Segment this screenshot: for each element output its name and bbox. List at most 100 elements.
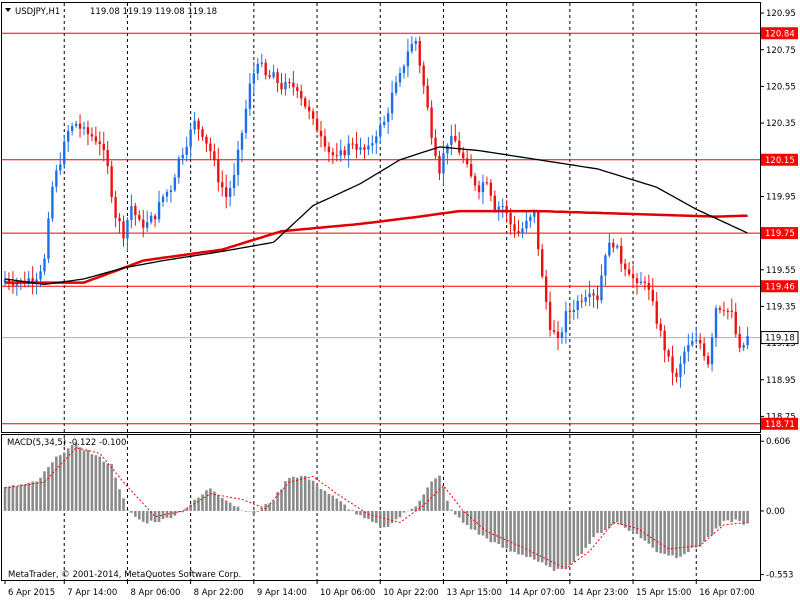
macd-histogram-bar xyxy=(418,500,422,511)
candle-body-bear xyxy=(663,330,666,351)
candle-body-bull xyxy=(402,66,406,73)
dropdown-triangle-icon[interactable] xyxy=(5,8,11,12)
candle-body-bull xyxy=(497,206,500,210)
macd-histogram-bar xyxy=(706,510,710,538)
time-axis: 6 Apr 2015 7 Apr 14:00 8 Apr 06:00 8 Apr 22… xyxy=(4,580,755,598)
macd-histogram-bar xyxy=(82,450,86,511)
macd-histogram-bar xyxy=(505,510,508,549)
candle-body-bear xyxy=(706,356,710,365)
macd-histogram-bar xyxy=(718,510,722,527)
macd-histogram-bar xyxy=(422,494,425,511)
macd-histogram-bar xyxy=(497,510,501,545)
candle-body-bear xyxy=(331,152,335,156)
candle-body-bear xyxy=(307,106,311,112)
candle-body-bear xyxy=(552,330,556,332)
candle-body-bull xyxy=(51,186,54,219)
candle-body-bear xyxy=(548,301,552,331)
candle-body-bull xyxy=(165,191,169,197)
candle-body-bull xyxy=(193,120,196,130)
candle-body-bear xyxy=(86,127,90,135)
macd-histogram-bar xyxy=(3,486,7,511)
candle-body-bear xyxy=(627,269,631,275)
macd-histogram-bar xyxy=(177,510,181,513)
macd-histogram-bar xyxy=(31,481,34,511)
macd-histogram-bar xyxy=(612,510,615,525)
macd-histogram-bar xyxy=(102,461,106,511)
macd-histogram-bar xyxy=(371,510,374,522)
macd-histogram-bar xyxy=(722,510,726,521)
candle-body-bull xyxy=(189,129,192,147)
time-label: 8 Apr 06:00 xyxy=(130,588,180,598)
candle-body-bull xyxy=(687,344,690,352)
macd-axis-label: 0.00 xyxy=(766,507,785,517)
macd-histogram-bar xyxy=(410,508,414,511)
candle-body-bear xyxy=(635,278,639,284)
candle-body-bear xyxy=(422,65,425,86)
candle-body-bull xyxy=(146,222,149,228)
current-price-tag-bg xyxy=(760,331,799,345)
macd-histogram-bar xyxy=(663,510,666,554)
macd-histogram-bar xyxy=(94,455,98,511)
macd-histogram-bar xyxy=(568,510,572,566)
macd-histogram-bar xyxy=(631,510,635,531)
macd-histogram-bar xyxy=(134,510,137,517)
macd-histogram-bar xyxy=(106,463,109,511)
level-tag-label: 120.84 xyxy=(765,29,795,39)
candle-body-bear xyxy=(114,197,117,218)
candle-body-bear xyxy=(78,123,82,129)
candle-body-bear xyxy=(327,146,331,153)
macd-histogram-bar xyxy=(580,510,583,555)
macd-histogram-bar xyxy=(185,508,188,511)
candle-body-bull xyxy=(181,154,184,159)
price-label: 120.35 xyxy=(766,119,796,129)
candle-body-bear xyxy=(493,195,496,210)
candle-body-bear xyxy=(292,82,295,88)
candle-body-bear xyxy=(580,300,583,302)
macd-histogram-bar xyxy=(576,510,580,556)
macd-histogram-bar xyxy=(201,494,204,511)
candle-body-bear xyxy=(335,155,338,157)
macd-histogram-bar xyxy=(627,510,631,531)
macd-histogram-bar xyxy=(615,510,619,523)
candle-body-bull xyxy=(616,245,619,248)
candle-body-bear xyxy=(718,308,722,310)
candle-body-bear xyxy=(426,85,429,108)
macd-histogram-bar xyxy=(193,499,196,511)
candle-body-bear xyxy=(351,143,354,145)
macd-histogram-bar xyxy=(639,510,643,539)
candle-body-bear xyxy=(209,143,212,152)
macd-histogram-bar xyxy=(70,444,74,511)
macd-histogram-bar xyxy=(141,510,145,522)
candle-body-bull xyxy=(39,271,42,280)
macd-histogram-bar xyxy=(319,489,323,511)
time-label: 9 Apr 14:00 xyxy=(257,588,307,598)
macd-histogram-bar xyxy=(7,486,11,511)
candle-body-bear xyxy=(509,212,512,225)
level-tag-bg xyxy=(761,280,798,293)
macd-histogram-bar xyxy=(738,510,741,522)
macd-histogram-bar xyxy=(288,477,291,511)
macd-histogram-bar xyxy=(394,510,398,520)
macd-histogram-bar xyxy=(90,454,94,511)
candle-body-bull xyxy=(481,182,485,193)
macd-histogram-bar xyxy=(714,510,718,529)
macd-histogram-bar xyxy=(544,510,548,566)
macd-histogram-bar xyxy=(446,500,449,511)
macd-histogram-bar xyxy=(493,510,497,543)
macd-histogram-bar xyxy=(426,487,429,511)
candle-body-bear xyxy=(213,151,216,160)
macd-histogram-bar xyxy=(351,510,354,511)
candle-body-bull xyxy=(27,278,30,284)
macd-axis-label: -0.553 xyxy=(766,571,793,581)
macd-histogram-bar xyxy=(742,510,745,525)
macd-axis-label: 0.606 xyxy=(766,437,790,447)
candle-body-bear xyxy=(142,219,145,228)
macd-histogram-bar xyxy=(252,510,256,515)
macd-histogram-bar xyxy=(118,489,121,511)
candle-body-bear xyxy=(118,217,121,222)
macd-histogram-bar xyxy=(209,488,212,511)
candle-body-bull xyxy=(604,255,607,276)
macd-label: MACD(5,34,5) -0.122 -0.100 xyxy=(7,438,126,448)
candle-body-bull xyxy=(74,123,78,126)
